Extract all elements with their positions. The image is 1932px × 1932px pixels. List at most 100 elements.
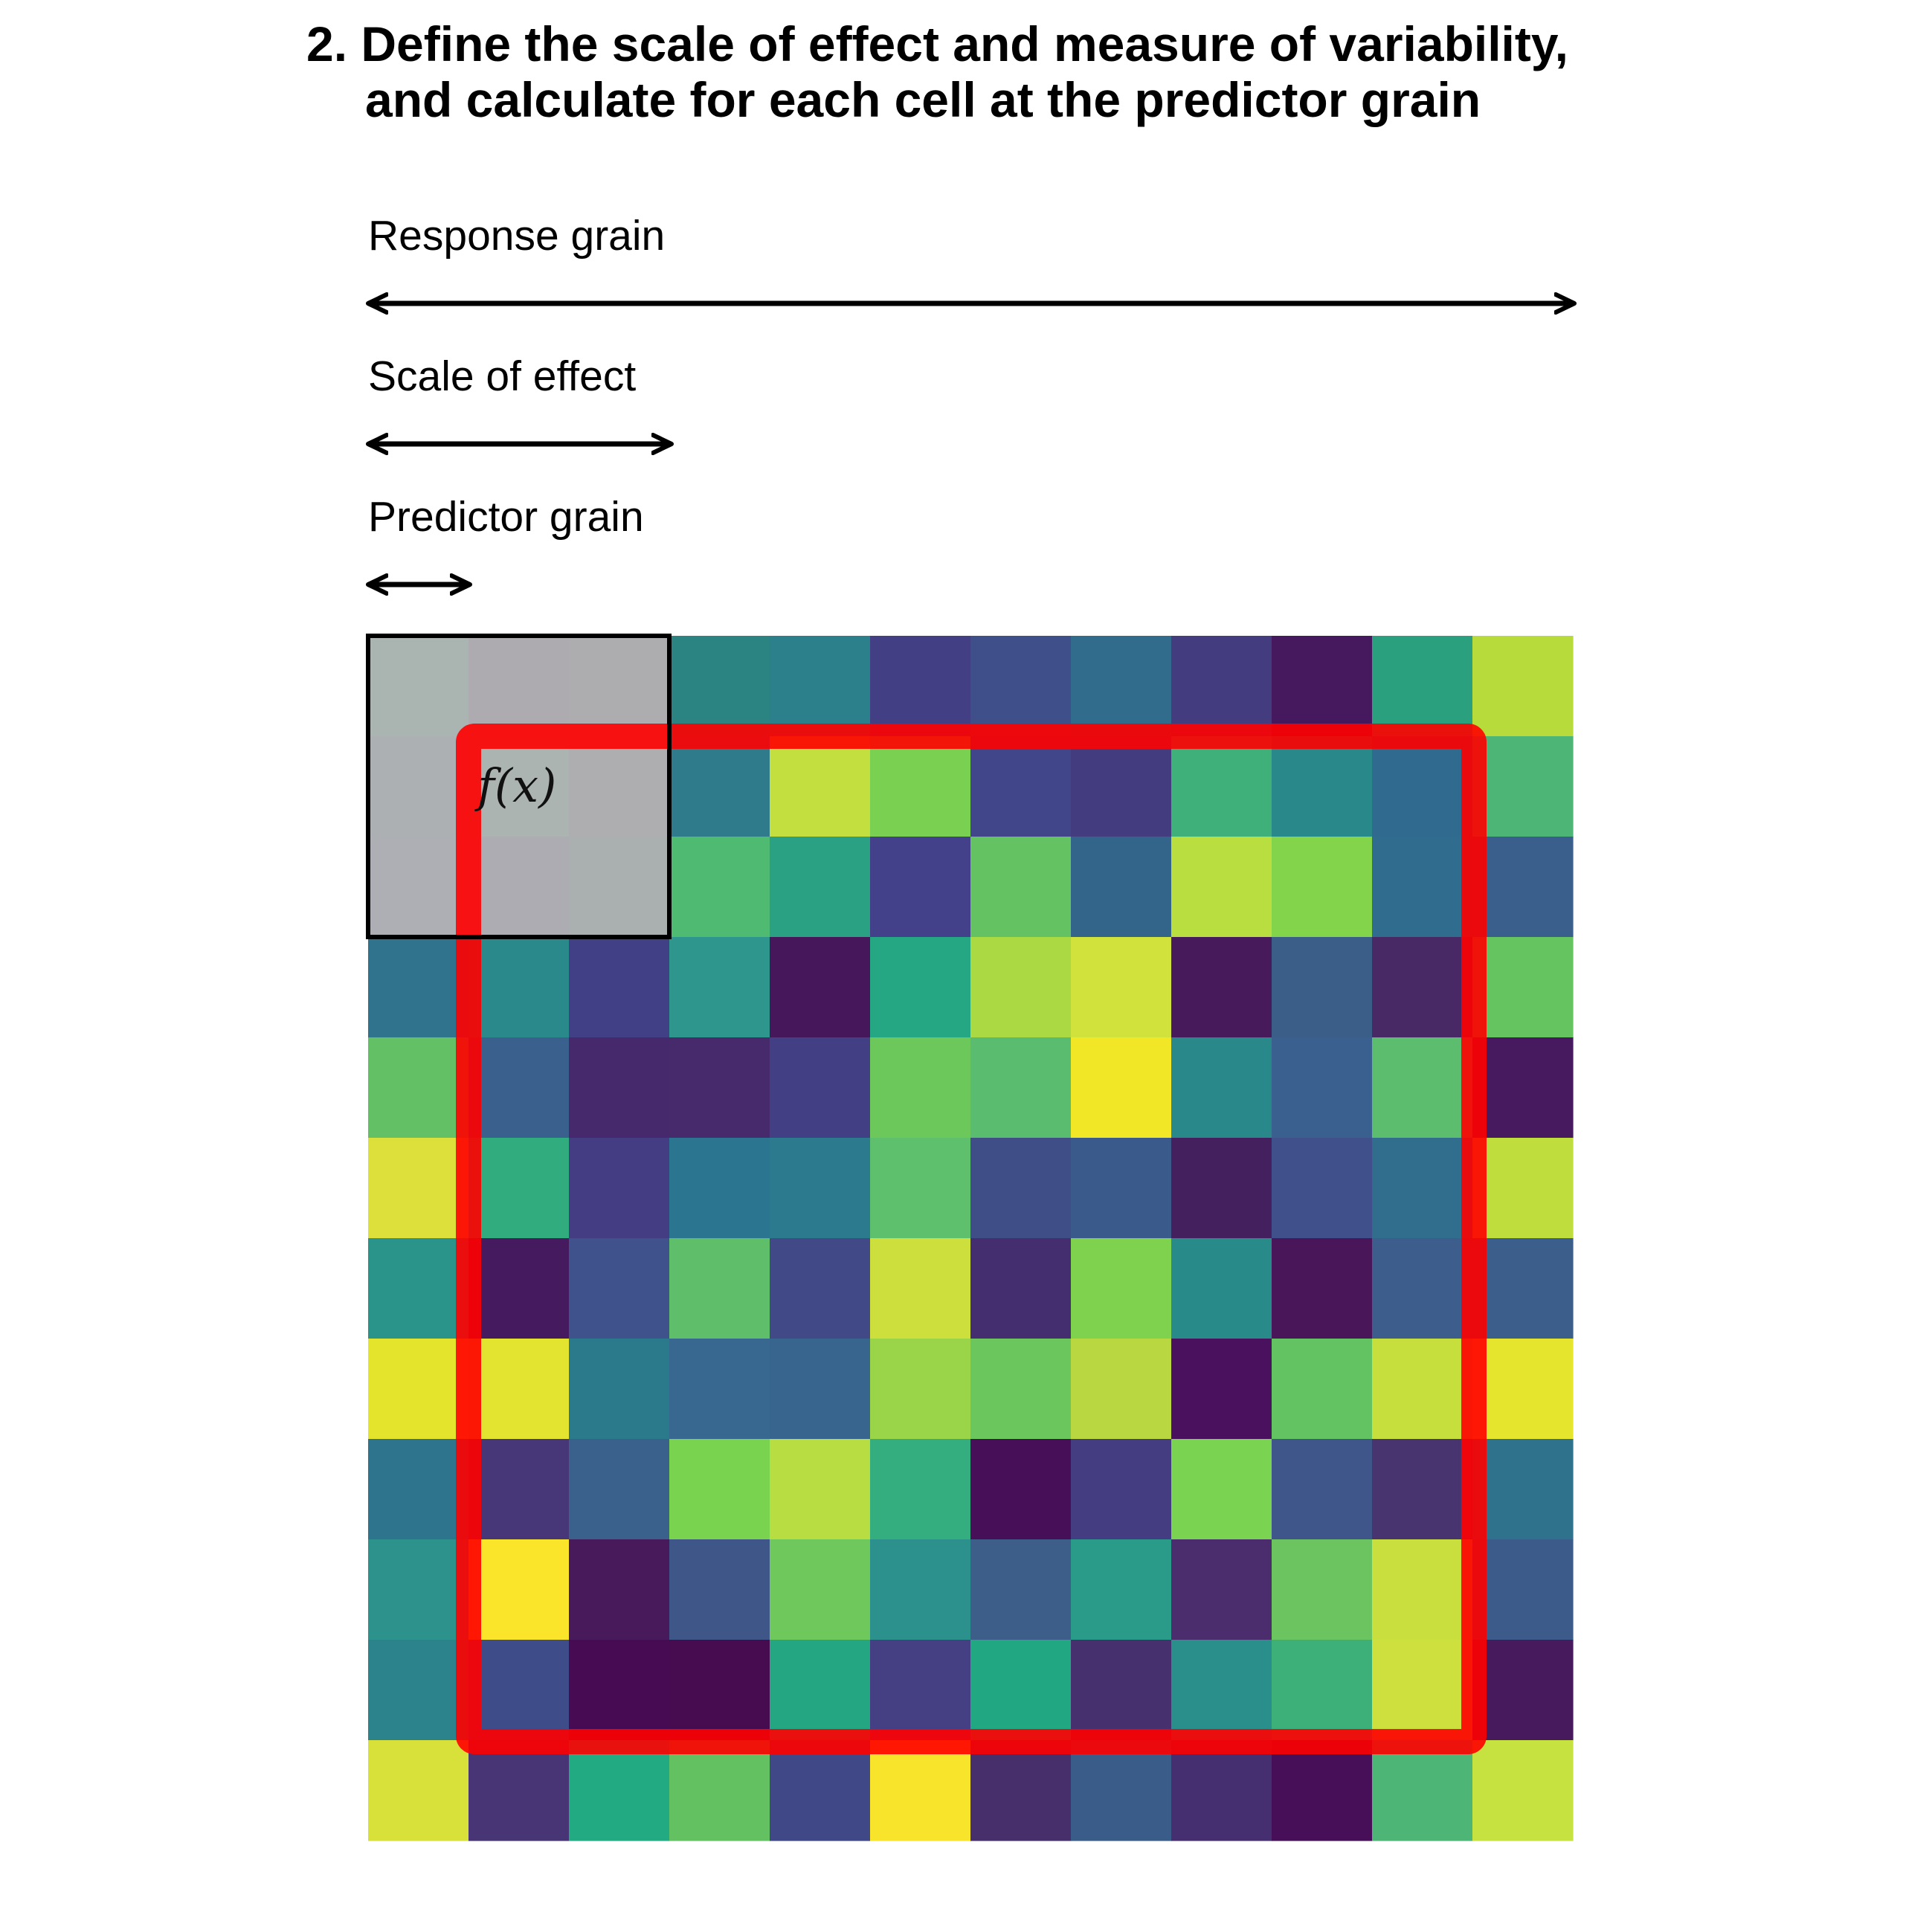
raster-cell <box>1372 636 1473 737</box>
raster-cell <box>569 1138 670 1239</box>
raster-cell <box>1171 1640 1272 1741</box>
raster-cell <box>770 1339 871 1440</box>
raster-cell <box>368 1238 469 1339</box>
raster-cell <box>770 837 871 938</box>
raster-cell <box>1071 937 1172 1038</box>
raster-cell <box>468 1539 570 1640</box>
raster-cell <box>1071 736 1172 837</box>
raster-cell <box>368 1539 469 1640</box>
raster-cell <box>1272 1439 1373 1540</box>
raster-cell <box>870 736 971 837</box>
raster-cell <box>1472 1640 1574 1741</box>
raster-cell <box>669 736 770 837</box>
raster-cell <box>970 1740 1072 1841</box>
raster-cell <box>1472 1740 1574 1841</box>
raster-cell <box>1071 1640 1172 1741</box>
raster-cell <box>970 937 1072 1038</box>
raster-cell <box>368 937 469 1038</box>
raster-cell <box>1071 1439 1172 1540</box>
raster-cell <box>1171 1740 1272 1841</box>
raster-cell <box>970 1138 1072 1239</box>
raster-cell <box>468 1640 570 1741</box>
raster-cell <box>1272 1740 1373 1841</box>
raster-cell <box>1372 1539 1473 1640</box>
raster-cell <box>1372 1238 1473 1339</box>
raster-cell <box>1272 636 1373 737</box>
raster-cell <box>669 1037 770 1139</box>
raster-cell <box>569 1037 670 1139</box>
title-line-2: and calculate for each cell at the predi… <box>365 72 1481 127</box>
raster-cell <box>1472 1138 1574 1239</box>
raster-cell <box>1272 1339 1373 1440</box>
raster-cell <box>970 636 1072 737</box>
raster-cell <box>770 636 871 737</box>
raster-cell <box>770 736 871 837</box>
raster-cell <box>1272 1539 1373 1640</box>
raster-cell <box>1171 837 1272 938</box>
raster-cell <box>1171 1339 1272 1440</box>
raster-cell <box>468 937 570 1038</box>
raster-cell <box>1472 636 1574 737</box>
raster-cell <box>669 1138 770 1239</box>
raster-cell <box>669 1339 770 1440</box>
raster-cell <box>368 1037 469 1139</box>
moving-window-outline <box>366 634 672 939</box>
raster-cell <box>1171 1138 1272 1239</box>
raster-cell <box>770 1037 871 1139</box>
raster-cell <box>1071 1138 1172 1239</box>
raster-cell <box>1472 1339 1574 1440</box>
raster-cell <box>1171 1539 1272 1640</box>
raster-cell <box>368 1138 469 1239</box>
title-line-1: 2. Define the scale of effect and measur… <box>306 16 1568 71</box>
raster-cell <box>669 1640 770 1741</box>
raster-cell <box>1372 1037 1473 1139</box>
raster-cell <box>770 1640 871 1741</box>
raster-cell <box>870 1640 971 1741</box>
raster-cell <box>1071 636 1172 737</box>
raster-cell <box>569 1740 670 1841</box>
raster-cell <box>970 1539 1072 1640</box>
raster-cell <box>669 937 770 1038</box>
raster-cell <box>1272 1238 1373 1339</box>
raster-cell <box>1372 1339 1473 1440</box>
raster-cell <box>669 636 770 737</box>
raster-cell <box>1372 736 1473 837</box>
raster-cell <box>870 1539 971 1640</box>
raster-cell <box>1272 937 1373 1038</box>
raster-cell <box>1472 1238 1574 1339</box>
raster-cell <box>1372 837 1473 938</box>
raster-cell <box>1372 937 1473 1038</box>
raster-cell <box>870 837 971 938</box>
raster-cell <box>1171 937 1272 1038</box>
raster-cell <box>1372 1138 1473 1239</box>
raster-cell <box>1272 1138 1373 1239</box>
raster-cell <box>569 1439 670 1540</box>
raster-cell <box>970 736 1072 837</box>
predictor-grain-label: Predictor grain <box>368 493 644 541</box>
raster-cell <box>770 1740 871 1841</box>
raster-cell <box>970 1339 1072 1440</box>
raster-cell <box>468 1740 570 1841</box>
raster-cell <box>1472 1439 1574 1540</box>
raster-cell <box>970 1037 1072 1139</box>
raster-cell <box>770 1439 871 1540</box>
raster-cell <box>970 1238 1072 1339</box>
raster-cell <box>1272 837 1373 938</box>
raster-cell <box>1071 1339 1172 1440</box>
function-label: f(x) <box>474 759 556 813</box>
response-grain-label: Response grain <box>368 212 665 260</box>
raster-cell <box>1171 736 1272 837</box>
raster-cell <box>669 1539 770 1640</box>
raster-cell <box>468 1238 570 1339</box>
raster-cell <box>770 1138 871 1239</box>
raster-cell <box>1372 1640 1473 1741</box>
raster-cell <box>1472 937 1574 1038</box>
raster-cell <box>1472 1037 1574 1139</box>
raster-cell <box>468 1439 570 1540</box>
predictor-raster-grid <box>368 636 1574 1841</box>
raster-cell <box>669 1740 770 1841</box>
scale-of-effect-label: Scale of effect <box>368 352 636 400</box>
raster-cell <box>870 1238 971 1339</box>
raster-cell <box>1472 837 1574 938</box>
raster-cell <box>870 1740 971 1841</box>
